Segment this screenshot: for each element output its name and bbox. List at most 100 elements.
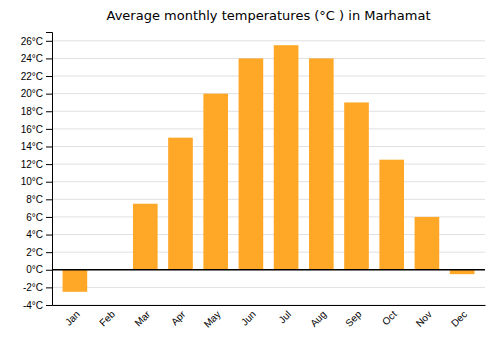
y-tick: -4°C <box>23 300 52 311</box>
y-tick: 10°C <box>21 176 52 187</box>
bar <box>133 204 158 270</box>
bar <box>379 160 404 270</box>
y-tick-mark <box>46 94 52 95</box>
y-tick: 22°C <box>21 71 52 82</box>
y-tick-label: 0°C <box>26 264 43 275</box>
grid-line <box>52 181 485 182</box>
bar <box>415 217 440 270</box>
y-tick-label: 6°C <box>26 212 43 223</box>
x-tick-label: Oct <box>380 308 399 327</box>
y-tick: 24°C <box>21 53 52 64</box>
x-tick-label: Jan <box>63 309 82 328</box>
y-tick: 0°C <box>26 264 52 275</box>
grid-line <box>52 164 485 165</box>
x-tick: Jul <box>276 305 293 325</box>
y-tick: 16°C <box>21 124 52 135</box>
x-tick-label: May <box>202 309 223 330</box>
y-tick-label: 26°C <box>21 36 43 47</box>
bar <box>63 270 88 292</box>
y-tick-mark <box>46 235 52 236</box>
x-tick: Jun <box>239 305 258 328</box>
x-tick-label: Apr <box>169 308 188 327</box>
y-tick-label: -4°C <box>23 300 43 311</box>
grid-line <box>52 146 485 147</box>
y-tick-mark <box>46 76 52 77</box>
x-tick-label: Aug <box>308 309 328 329</box>
x-tick: Aug <box>308 305 328 329</box>
bars <box>52 45 485 292</box>
x-tick-label: Feb <box>97 308 117 328</box>
y-tick-mark <box>46 111 52 112</box>
y-tick-label: 16°C <box>21 124 43 135</box>
y-tick: 6°C <box>26 212 52 223</box>
y-tick-mark <box>46 41 52 42</box>
y-tick: 12°C <box>21 159 52 170</box>
x-tick: May <box>202 305 223 330</box>
grid-line <box>52 76 485 77</box>
x-tick-label: Dec <box>449 309 469 329</box>
x-tick-label: Sep <box>343 308 364 329</box>
grid <box>52 41 485 305</box>
x-tick: Oct <box>380 305 399 327</box>
zero-line <box>52 269 485 271</box>
x-tick-label: Jul <box>276 309 293 326</box>
y-tick-mark <box>46 182 52 183</box>
y-tick: 14°C <box>21 141 52 152</box>
bar <box>203 94 228 270</box>
x-tick: Feb <box>97 305 117 329</box>
chart-container: -4°C -2°C 0°C 2°C 4°C 6°C 8°C 10°C 12°C 14°C 16°C 1… <box>0 0 500 350</box>
bar <box>168 138 193 270</box>
grid-line <box>52 199 485 200</box>
bar <box>274 45 299 270</box>
y-tick: 20°C <box>21 88 52 99</box>
y-tick: 18°C <box>21 106 52 117</box>
x-tick: Nov <box>414 305 434 329</box>
grid-line <box>52 287 485 288</box>
bar <box>344 102 369 269</box>
bar <box>309 58 334 269</box>
y-tick-mark <box>46 252 52 253</box>
y-tick-mark <box>46 199 52 200</box>
x-tick: Sep <box>343 305 364 329</box>
y-tick-label: 18°C <box>21 106 43 117</box>
plot: -4°C -2°C 0°C 2°C 4°C 6°C 8°C 10°C 12°C 14°C 16°C 1… <box>21 33 486 330</box>
y-tick-mark <box>46 270 52 271</box>
chart-svg: -4°C -2°C 0°C 2°C 4°C 6°C 8°C 10°C 12°C 14°C 16°C 1… <box>0 0 500 350</box>
y-tick-label: 4°C <box>26 229 43 240</box>
grid-line <box>52 40 485 41</box>
grid-line <box>52 93 485 94</box>
y-tick: 26°C <box>21 36 52 47</box>
x-tick: Jan <box>63 305 82 328</box>
grid-line <box>52 305 485 306</box>
title: Average monthly temperatures (°C ) in Ma… <box>107 8 431 23</box>
grid-line <box>52 111 485 112</box>
y-tick-mark <box>46 305 52 306</box>
x-tick-label: Nov <box>414 309 434 329</box>
y-tick-label: 20°C <box>21 88 43 99</box>
y-tick-mark <box>46 287 52 288</box>
grid-line <box>52 58 485 59</box>
y-tick-mark <box>46 217 52 218</box>
y-tick: -2°C <box>23 282 52 293</box>
y-tick-label: 24°C <box>21 53 43 64</box>
x-tick: Dec <box>449 305 469 329</box>
y-tick: 4°C <box>26 229 52 240</box>
grid-line <box>52 269 485 270</box>
x-tick-label: Mar <box>132 308 152 328</box>
y-tick-mark <box>46 58 52 59</box>
grid-line <box>52 128 485 129</box>
x-tick: Mar <box>132 305 152 329</box>
y-tick-mark <box>46 129 52 130</box>
y-tick: 2°C <box>26 247 52 258</box>
y-tick-label: 10°C <box>21 176 43 187</box>
x-axis-line <box>53 305 486 306</box>
y-axis: -4°C -2°C 0°C 2°C 4°C 6°C 8°C 10°C 12°C 14°C 16°C 1… <box>21 33 53 311</box>
y-tick-label: 14°C <box>21 141 43 152</box>
y-tick-mark <box>46 146 52 147</box>
y-tick: 8°C <box>26 194 52 205</box>
y-tick-mark <box>46 164 52 165</box>
y-tick-label: 8°C <box>26 194 43 205</box>
x-axis: Jan Feb Mar Apr May Jun Jul Aug Sep Oct Nov Dec <box>53 305 486 330</box>
y-tick-label: 2°C <box>26 247 43 258</box>
bar <box>239 58 264 269</box>
